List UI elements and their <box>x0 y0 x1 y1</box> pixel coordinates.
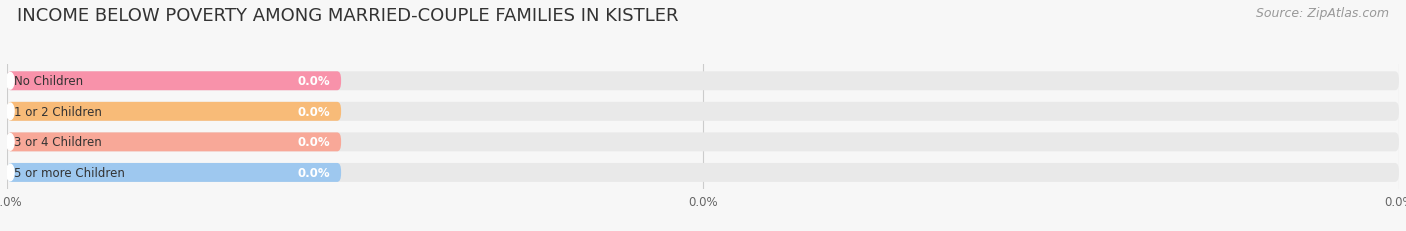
Circle shape <box>7 73 14 90</box>
FancyBboxPatch shape <box>7 102 342 121</box>
FancyBboxPatch shape <box>7 133 342 152</box>
FancyBboxPatch shape <box>7 72 342 91</box>
Text: Source: ZipAtlas.com: Source: ZipAtlas.com <box>1256 7 1389 20</box>
Text: 3 or 4 Children: 3 or 4 Children <box>14 136 103 149</box>
Circle shape <box>7 164 14 181</box>
FancyBboxPatch shape <box>7 133 1399 152</box>
Text: 0.0%: 0.0% <box>297 105 330 118</box>
Text: 0.0%: 0.0% <box>297 75 330 88</box>
FancyBboxPatch shape <box>7 163 1399 182</box>
Text: No Children: No Children <box>14 75 83 88</box>
Text: 0.0%: 0.0% <box>297 136 330 149</box>
FancyBboxPatch shape <box>7 163 342 182</box>
Circle shape <box>7 134 14 151</box>
Text: INCOME BELOW POVERTY AMONG MARRIED-COUPLE FAMILIES IN KISTLER: INCOME BELOW POVERTY AMONG MARRIED-COUPL… <box>17 7 678 25</box>
FancyBboxPatch shape <box>7 102 1399 121</box>
FancyBboxPatch shape <box>7 72 1399 91</box>
Text: 1 or 2 Children: 1 or 2 Children <box>14 105 103 118</box>
Circle shape <box>7 103 14 120</box>
Text: 5 or more Children: 5 or more Children <box>14 166 125 179</box>
Text: 0.0%: 0.0% <box>297 166 330 179</box>
